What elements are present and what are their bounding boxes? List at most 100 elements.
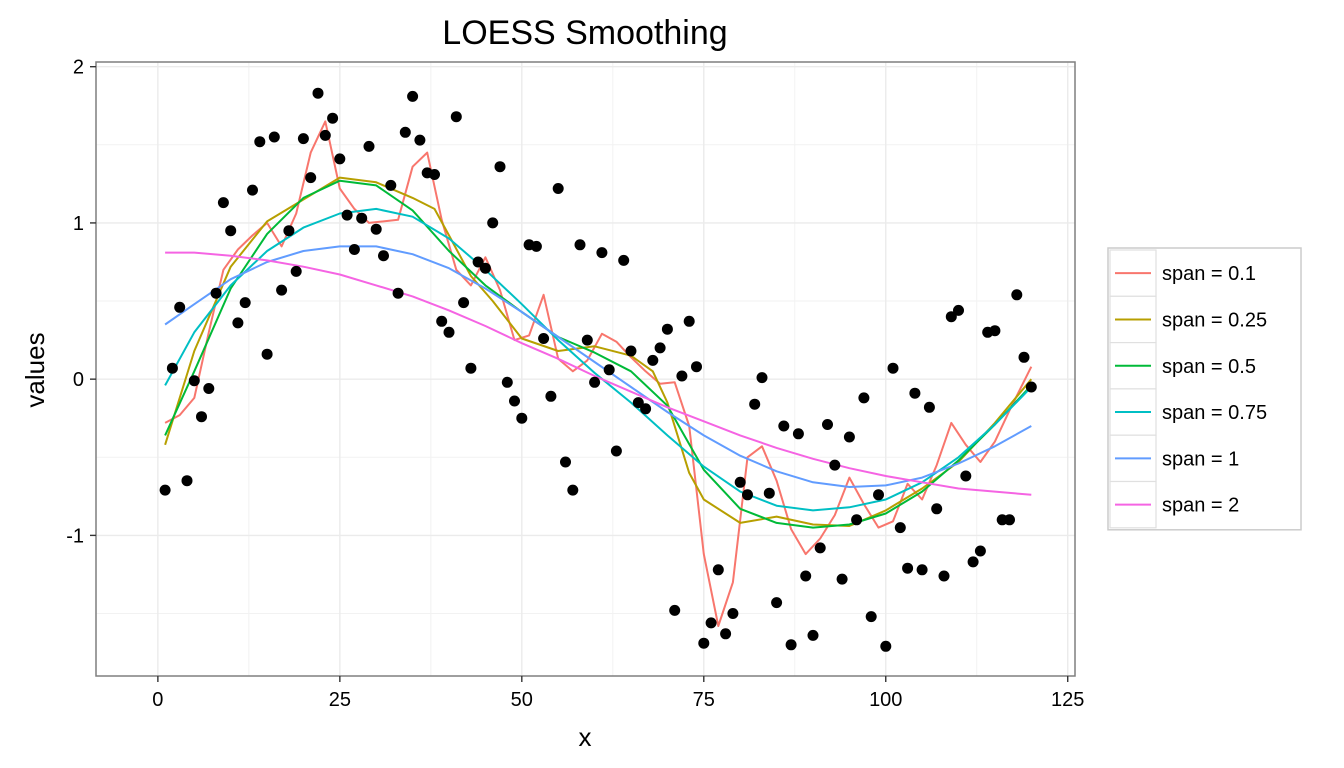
data-point — [785, 639, 797, 651]
y-tick-label: 2 — [73, 57, 84, 79]
y-tick-label: 1 — [73, 213, 84, 235]
data-point — [923, 401, 935, 413]
data-point — [276, 284, 288, 296]
data-point — [399, 126, 411, 138]
plot-panel-border — [95, 61, 1076, 677]
data-point — [989, 325, 1001, 337]
legend-label-1: span = 0.25 — [1162, 309, 1267, 331]
series-line-0 — [164, 120, 1033, 627]
data-point — [479, 262, 491, 274]
data-point — [538, 333, 550, 344]
data-point — [938, 570, 950, 582]
x-tick-label: 50 — [511, 689, 533, 711]
data-point — [771, 597, 783, 609]
data-point — [676, 370, 688, 382]
data-point — [196, 411, 207, 423]
data-point — [166, 362, 178, 374]
data-point — [1011, 289, 1023, 301]
legend: span = 0.1 span = 0.25 span = 0.5 span = 0.… — [1107, 247, 1302, 531]
data-point — [814, 542, 826, 554]
y-tick-label: -1 — [66, 525, 84, 547]
data-point — [734, 476, 746, 488]
data-point — [407, 90, 419, 102]
y-axis-title: values — [20, 332, 50, 407]
axes: 0 25 50 75 100 125 -1 0 1 2 — [66, 57, 1084, 711]
data-point — [865, 611, 877, 623]
data-point — [385, 179, 397, 191]
data-point — [392, 287, 404, 299]
data-point — [574, 239, 586, 251]
grid-lines — [96, 62, 1075, 676]
data-point — [494, 161, 506, 173]
legend-label-2: span = 0.5 — [1162, 356, 1256, 378]
data-point — [610, 445, 622, 457]
data-point — [705, 617, 717, 629]
data-point — [945, 311, 957, 323]
data-point — [902, 562, 914, 574]
data-point — [443, 326, 455, 338]
data-point — [450, 111, 462, 123]
data-point — [501, 376, 513, 388]
data-point — [953, 304, 964, 316]
data-point — [727, 608, 739, 619]
series-line-1 — [164, 176, 1033, 527]
data-point — [800, 570, 812, 582]
data-point — [632, 397, 644, 409]
data-point — [720, 628, 732, 640]
legend-label-0: span = 0.1 — [1162, 263, 1256, 285]
data-point — [712, 564, 724, 576]
data-point — [960, 470, 972, 482]
data-point — [778, 420, 790, 432]
data-point — [174, 301, 186, 313]
data-point — [829, 459, 841, 471]
data-point — [203, 383, 215, 394]
data-point — [669, 604, 681, 616]
data-point — [763, 487, 775, 499]
data-point — [560, 456, 571, 468]
data-point — [822, 419, 833, 430]
data-point — [232, 317, 244, 329]
data-point — [894, 522, 906, 534]
data-point — [1025, 381, 1037, 393]
data-point — [516, 412, 528, 424]
data-point — [1018, 351, 1030, 363]
x-axis-title: x — [579, 722, 592, 752]
data-point — [589, 376, 601, 388]
y-tick-label: 0 — [73, 369, 84, 391]
data-point — [334, 153, 346, 165]
data-point — [319, 129, 331, 141]
series-line-3 — [164, 207, 1033, 512]
x-tick-label: 75 — [693, 689, 715, 711]
series-line-2 — [164, 179, 1033, 529]
data-point — [305, 172, 317, 184]
x-tick-label: 100 — [869, 689, 902, 711]
data-point — [836, 573, 848, 585]
data-point — [210, 287, 222, 299]
data-point — [1004, 514, 1015, 526]
data-point — [436, 315, 448, 327]
x-tick-label: 125 — [1051, 689, 1084, 711]
data-point — [661, 323, 673, 335]
data-point — [487, 217, 499, 229]
data-point — [378, 250, 389, 262]
data-point — [618, 254, 630, 266]
data-point — [567, 484, 579, 496]
data-point — [225, 225, 237, 237]
data-point — [916, 564, 928, 576]
data-point — [159, 484, 171, 496]
data-point — [691, 361, 702, 373]
chart-title: LOESS Smoothing — [442, 14, 727, 52]
x-tick-label: 25 — [329, 689, 351, 711]
data-point — [290, 265, 302, 277]
data-point — [887, 362, 899, 374]
data-point — [603, 364, 615, 376]
series-line-4 — [164, 245, 1032, 488]
data-point — [370, 223, 382, 235]
data-point — [429, 169, 440, 180]
data-point — [327, 112, 339, 124]
data-point — [974, 545, 986, 557]
data-point — [909, 387, 921, 399]
data-point — [341, 209, 353, 221]
data-point — [181, 475, 193, 487]
data-point — [742, 489, 753, 501]
